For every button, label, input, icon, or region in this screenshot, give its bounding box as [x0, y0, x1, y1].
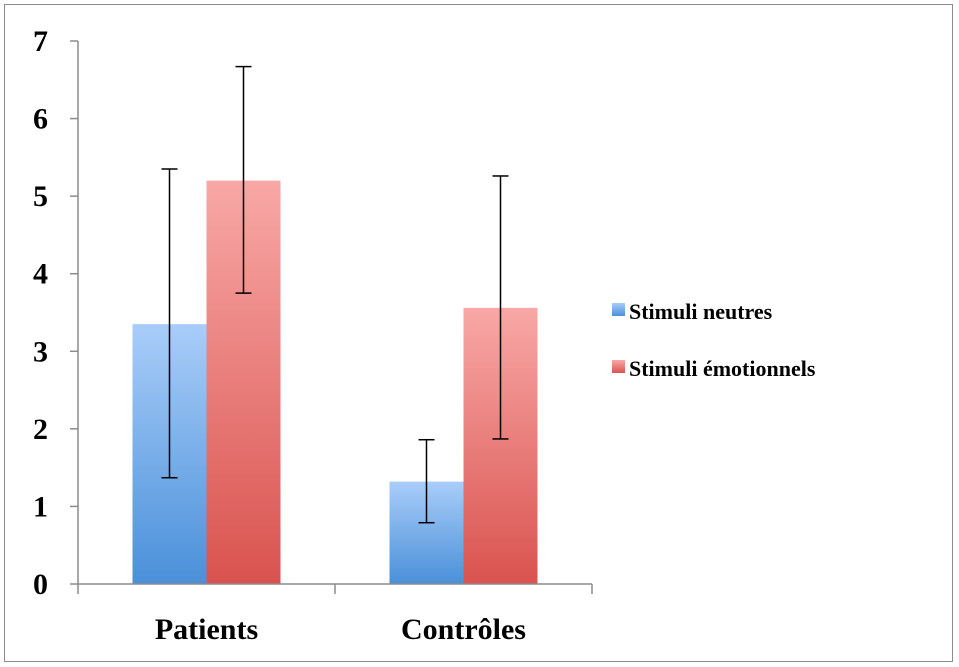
y-tick-label: 4: [33, 258, 48, 291]
legend-label-stimuli-emotionnels: Stimuli émotionnels: [629, 356, 816, 381]
legend-swatch-stimuli-neutres: [612, 303, 625, 316]
x-category-label: Contrôles: [401, 613, 526, 646]
legend-label-stimuli-neutres: Stimuli neutres: [629, 299, 773, 324]
y-tick-label: 2: [33, 413, 48, 446]
y-tick-label: 0: [33, 568, 48, 601]
error-bars-layer: [161, 65, 509, 524]
y-tick-label: 7: [33, 25, 48, 58]
y-ticks-layer: 0 1 2 3 4 5 6 7: [33, 25, 78, 601]
legend-swatch-stimuli-emotionnels: [612, 360, 625, 373]
y-tick-label: 6: [33, 103, 48, 136]
bars-layer: [132, 180, 538, 584]
legend: Stimuli neutres Stimuli émotionnels: [612, 299, 816, 381]
x-category-label: Patients: [155, 613, 258, 646]
x-ticks-layer: Patients Contrôles: [77, 584, 593, 646]
y-tick-label: 5: [33, 180, 48, 213]
y-tick-label: 3: [33, 335, 48, 368]
y-tick-label: 1: [33, 490, 48, 523]
